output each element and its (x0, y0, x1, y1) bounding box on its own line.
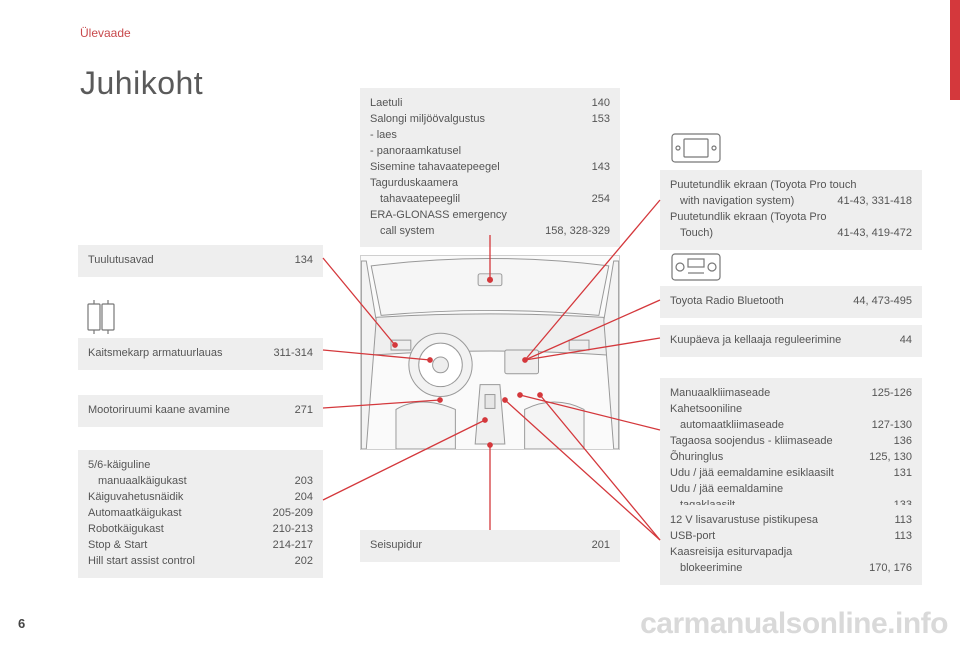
page-number: 6 (18, 616, 25, 631)
label: Kahetsooniline (670, 403, 742, 415)
box-radio: Toyota Radio Bluetooth 44, 473-495 (660, 286, 922, 318)
label: Kaitsmekarp armatuurlauas (88, 346, 263, 362)
label: Käiguvahetusnäidik (88, 490, 285, 506)
label: Hill start assist control (88, 554, 285, 570)
label: ERA-GLONASS emergency (370, 209, 507, 221)
label: Seisupidur (370, 538, 582, 554)
box-kaitsmekarp: Kaitsmekarp armatuurlauas 311-314 (78, 338, 323, 370)
label-indent: with navigation system) (680, 194, 794, 210)
page-ref: 136 (894, 434, 912, 450)
radio-icon (670, 252, 722, 282)
page-ref: 271 (295, 403, 313, 419)
label: Kuupäeva ja kellaaja reguleerimine (670, 333, 890, 349)
page-ref: 113 (894, 529, 912, 545)
bullet: - panoraamkatusel (370, 144, 610, 160)
label: Sisemine tahavaatepeegel (370, 160, 582, 176)
label: Mootoriruumi kaane avamine (88, 403, 285, 419)
page-ref: 143 (592, 160, 610, 176)
watermark: carmanualsonline.info (640, 607, 948, 641)
label: 12 V lisavarustuse pistikupesa (670, 513, 884, 529)
label-indent: call system (370, 224, 535, 240)
box-tuulutusavad: Tuulutusavad 134 (78, 245, 323, 277)
label-indent: automaatkliimaseade (670, 418, 862, 434)
page-ref: 140 (592, 96, 610, 112)
page-ref: 203 (295, 474, 313, 490)
page-ref: 41-43, 331-418 (837, 194, 912, 210)
label: Toyota Radio Bluetooth (670, 294, 843, 310)
label: Udu / jää eemaldamine esiklaasilt (670, 466, 884, 482)
label: Kaasreisija esiturvapadja (670, 546, 792, 558)
label: Tagaosa soojendus - kliimaseade (670, 434, 884, 450)
box-kaigukastid: 5/6-käiguline manuaalkäigukast 203 Käiguva… (78, 450, 323, 578)
page-ref: 254 (592, 192, 610, 208)
label-indent: blokeerimine (670, 561, 859, 577)
page-ref: 127-130 (872, 418, 912, 434)
section-label: Ülevaade (80, 26, 131, 40)
page-ref: 214-217 (273, 538, 313, 554)
page-ref: 41-43, 419-472 (837, 226, 912, 242)
page-ref: 202 (295, 554, 313, 570)
label: Õhuringlus (670, 450, 859, 466)
page-ref: 44 (900, 333, 912, 349)
page-title: Juhikoht (80, 65, 203, 102)
box-seisupidur: Seisupidur 201 (360, 530, 620, 562)
label: Laetuli (370, 96, 582, 112)
label: Tagurduskaamera (370, 177, 458, 189)
page-ref: 201 (592, 538, 610, 554)
label: 5/6-käiguline (88, 459, 150, 471)
page-ref: 153 (592, 112, 610, 128)
page-ref: 134 (295, 253, 313, 269)
fuse-icon (82, 298, 122, 336)
label: Stop & Start (88, 538, 263, 554)
label-indent: Touch) (680, 226, 713, 242)
box-clock: Kuupäeva ja kellaaja reguleerimine 44 (660, 325, 922, 357)
page-ref: 125-126 (872, 386, 912, 402)
page-ref: 113 (894, 513, 912, 529)
box-kliima: Manuaalkliimaseade 125-126 Kahetsooniline… (660, 378, 922, 522)
touchscreen-icon (670, 130, 722, 166)
bullet: - laes (370, 128, 610, 144)
dashboard-illustration (360, 255, 620, 450)
page-ref: 131 (894, 466, 912, 482)
label: USB-port (670, 529, 884, 545)
label: Tuulutusavad (88, 253, 285, 269)
box-power: 12 V lisavarustuse pistikupesa 113 USB-po… (660, 505, 922, 585)
box-mootoriruum: Mootoriruumi kaane avamine 271 (78, 395, 323, 427)
page-ref: 125, 130 (869, 450, 912, 466)
page-ref: 204 (295, 490, 313, 506)
page-ref: 210-213 (273, 522, 313, 538)
box-top: Laetuli 140 Salongi miljöövalgustus 153 - … (360, 88, 620, 247)
page-ref: 158, 328-329 (545, 224, 610, 240)
label: Puutetundlik ekraan (Toyota Pro touch (670, 179, 857, 191)
label: Robotkäigukast (88, 522, 263, 538)
accent-bar (950, 0, 960, 100)
label: Udu / jää eemaldamine (670, 483, 783, 495)
label: Puutetundlik ekraan (Toyota Pro (670, 211, 827, 223)
page-ref: 44, 473-495 (853, 294, 912, 310)
page-ref: 170, 176 (869, 561, 912, 577)
page-ref: 311-314 (273, 346, 313, 362)
label: Automaatkäigukast (88, 506, 263, 522)
label-indent: manuaalkäigukast (88, 474, 285, 490)
label-indent: tahavaatepeeglil (370, 192, 582, 208)
page-ref: 205-209 (273, 506, 313, 522)
box-touch: Puutetundlik ekraan (Toyota Pro touch wit… (660, 170, 922, 250)
label: Salongi miljöövalgustus (370, 112, 582, 128)
label: Manuaalkliimaseade (670, 386, 862, 402)
